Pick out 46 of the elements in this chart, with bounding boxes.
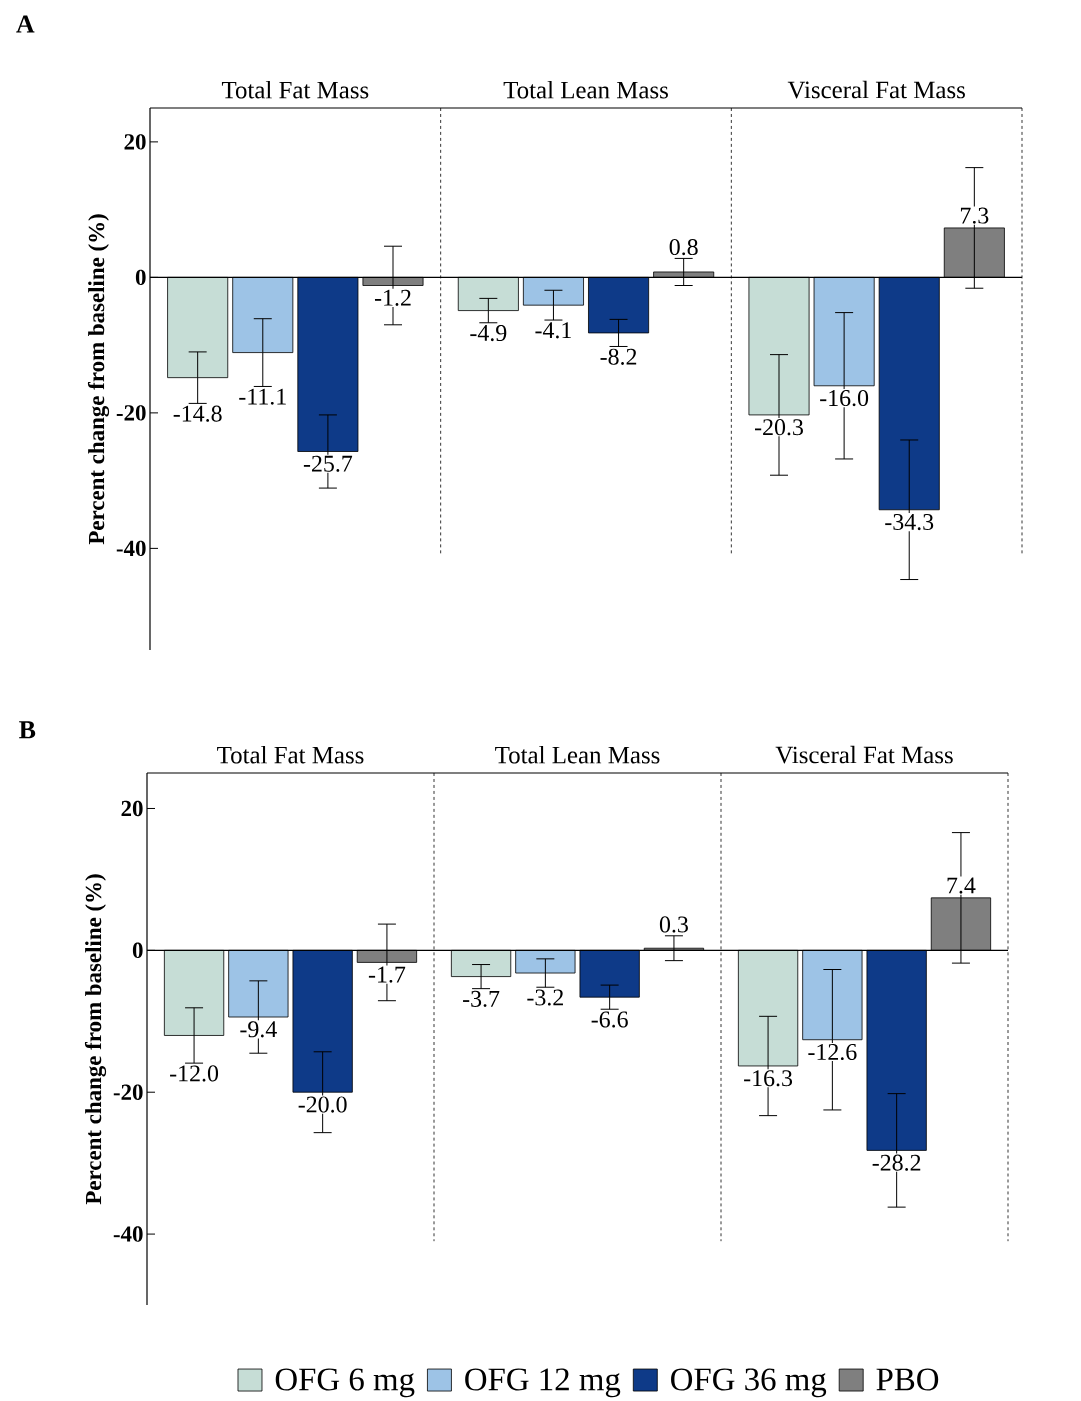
x-tick-label: Total Lean Mass	[503, 80, 668, 99]
y-tick-label: 20	[121, 800, 143, 817]
data-label: -14.8	[173, 405, 222, 422]
x-tick-label: Total Fat Mass	[217, 745, 364, 764]
y-axis-title: Percent change from baseline (%)	[87, 214, 110, 545]
data-label: -34.3	[885, 513, 934, 531]
data-label: -16.0	[820, 389, 869, 407]
legend-label: OFG 36 mg	[671, 1368, 827, 1398]
data-label: -16.3	[744, 1070, 793, 1087]
legend-label: PBO	[876, 1368, 939, 1391]
data-label: -6.6	[591, 1011, 628, 1028]
y-tick-label: -40	[113, 1226, 143, 1242]
chart-title: B	[19, 721, 36, 739]
data-label: -11.1	[239, 388, 286, 405]
data-label: -20.3	[755, 419, 803, 436]
data-label: 0.3	[659, 916, 688, 933]
data-label: 7.3	[960, 207, 989, 224]
data-label: -12.6	[808, 1043, 857, 1061]
data-label: -9.4	[240, 1021, 277, 1038]
data-label: -1.2	[374, 289, 411, 306]
data-label: 0.8	[669, 238, 698, 256]
y-tick-label: -20	[116, 405, 146, 421]
data-label: -4.9	[470, 324, 507, 342]
y-tick-label: 0	[132, 942, 143, 959]
y-tick-label: -40	[116, 540, 146, 557]
data-label: -8.2	[600, 348, 637, 365]
data-label: -4.1	[535, 322, 571, 339]
data-label: -3.2	[527, 989, 563, 1006]
y-tick-label: 0	[135, 269, 146, 286]
y-tick-label: -20	[113, 1084, 143, 1100]
data-label: -20.0	[298, 1096, 347, 1113]
data-label: -25.7	[303, 455, 353, 472]
legend-label: OFG 12 mg	[465, 1368, 621, 1398]
chart-title: A	[16, 15, 35, 33]
data-label: -12.0	[170, 1065, 219, 1082]
data-label: -1.7	[368, 966, 406, 983]
data-label: -28.2	[872, 1154, 921, 1171]
data-label: -3.7	[463, 990, 500, 1008]
x-tick-label: Visceral Fat Mass	[775, 745, 953, 764]
x-tick-label: Visceral Fat Mass	[787, 80, 965, 99]
y-tick-label: 20	[124, 134, 146, 150]
y-axis-title: Percent change from baseline (%)	[84, 874, 107, 1205]
legend-label: OFG 6 mg	[275, 1368, 415, 1398]
x-tick-label: Total Fat Mass	[221, 80, 369, 99]
data-label: 7.4	[947, 877, 976, 894]
x-tick-label: Total Lean Mass	[495, 745, 660, 764]
